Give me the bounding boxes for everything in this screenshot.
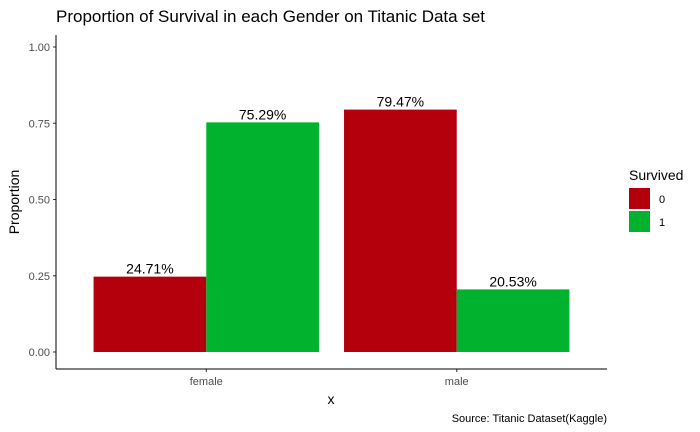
y-tick-label: 0.50 (29, 195, 50, 207)
chart-title: Proportion of Survival in each Gender on… (56, 7, 485, 26)
y-tick-label: 1.00 (29, 42, 50, 54)
legend: Survived 0 1 (629, 167, 683, 232)
bar-female-0 (93, 276, 207, 352)
bar-male-1 (456, 289, 570, 352)
y-tick-label: 0.25 (29, 271, 50, 283)
bar-label-male-1: 20.53% (489, 273, 536, 289)
bar-labels: 24.71% 75.29% 79.47% 20.53% (126, 94, 537, 290)
legend-key-0 (629, 188, 650, 209)
bars (93, 109, 570, 352)
bar-label-female-0: 24.71% (126, 261, 173, 277)
bar-male-0 (344, 109, 457, 352)
x-tick-label: female (190, 376, 223, 388)
bar-label-male-0: 79.47% (377, 94, 424, 110)
bar-female-1 (206, 122, 319, 352)
legend-title: Survived (629, 167, 683, 183)
x-axis: female male (190, 369, 469, 388)
chart-caption: Source: Titanic Dataset(Kaggle) (452, 413, 607, 425)
legend-key-1 (629, 211, 650, 232)
bar-label-female-1: 75.29% (239, 106, 286, 122)
y-axis: 0.00 0.25 0.50 0.75 1.00 (29, 42, 56, 359)
y-axis-title: Proportion (6, 170, 22, 235)
legend-label-0: 0 (659, 194, 665, 206)
legend-label-1: 1 (659, 217, 665, 229)
y-tick-label: 0.75 (29, 118, 50, 130)
x-axis-title: x (328, 391, 335, 407)
x-tick-label: male (445, 376, 469, 388)
y-tick-label: 0.00 (29, 347, 50, 359)
